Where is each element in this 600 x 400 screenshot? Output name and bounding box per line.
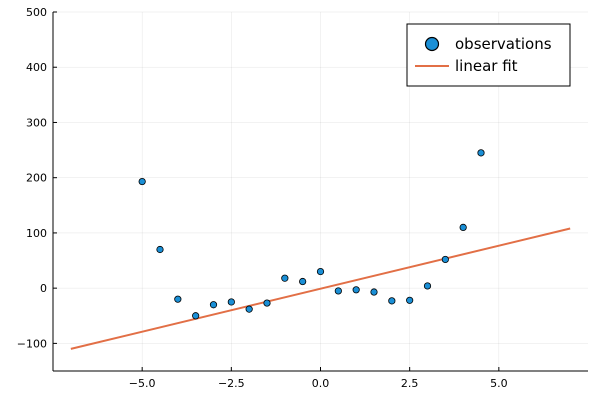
observation-point (299, 277, 307, 286)
observation-point (245, 305, 253, 313)
linear-fit-line (70, 227, 571, 350)
observation-point (423, 282, 432, 290)
observation-point (263, 299, 271, 307)
observation-point (388, 297, 396, 305)
legend-marker-observations (424, 36, 440, 52)
legend-box (406, 23, 571, 87)
observation-point (459, 223, 467, 231)
observation-point (352, 286, 360, 294)
observation-point (441, 255, 449, 264)
legend-label: linear fit (455, 57, 518, 75)
legend-label: observations (455, 35, 552, 53)
observation-point (334, 287, 342, 295)
observation-point (209, 301, 218, 309)
y-tick-label: 500 (26, 6, 47, 19)
y-tick-label: 200 (26, 172, 47, 185)
observation-point (477, 149, 485, 157)
observation-point (192, 312, 200, 320)
observation-point (370, 288, 378, 296)
observation-point (174, 295, 182, 303)
y-tick-label: 100 (26, 227, 47, 240)
y-tick-label: 400 (26, 61, 47, 74)
x-tick-label: 5.0 (490, 377, 508, 390)
observation-point (406, 296, 414, 304)
observation-point (281, 274, 289, 282)
x-tick-label: 2.5 (401, 377, 419, 390)
y-tick-label: −100 (17, 337, 47, 350)
legend: observations linear fit (406, 23, 571, 87)
x-tick-label: 0.0 (312, 377, 330, 390)
series-layer (70, 149, 571, 350)
y-tick-label: 0 (40, 282, 47, 295)
y-tick-label: 300 (26, 116, 47, 129)
observation-point (138, 177, 146, 186)
ticks: −5.0 −2.5 0.0 2.5 5.0 −100 0 100 200 300 400 500 (17, 6, 508, 390)
x-tick-label: −2.5 (218, 377, 245, 390)
observation-point (227, 298, 235, 306)
observation-point (156, 245, 164, 254)
observation-point (316, 267, 325, 276)
x-tick-label: −5.0 (129, 377, 156, 390)
